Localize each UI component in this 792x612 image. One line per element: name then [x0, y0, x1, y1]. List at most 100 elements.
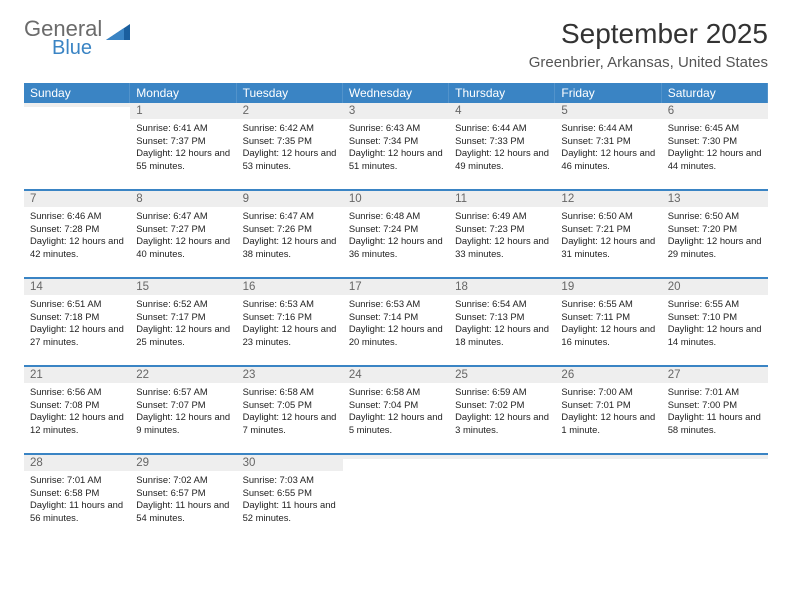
- day-number: 21: [24, 367, 130, 383]
- calendar-week: 28Sunrise: 7:01 AMSunset: 6:58 PMDayligh…: [24, 455, 768, 541]
- calendar-day: 9Sunrise: 6:47 AMSunset: 7:26 PMDaylight…: [237, 191, 343, 277]
- day-details: Sunrise: 6:57 AMSunset: 7:07 PMDaylight:…: [130, 383, 236, 441]
- calendar-day: 15Sunrise: 6:52 AMSunset: 7:17 PMDayligh…: [130, 279, 236, 365]
- calendar-day: 1Sunrise: 6:41 AMSunset: 7:37 PMDaylight…: [130, 103, 236, 189]
- day-number: 22: [130, 367, 236, 383]
- calendar-day: 12Sunrise: 6:50 AMSunset: 7:21 PMDayligh…: [555, 191, 661, 277]
- day-details: Sunrise: 6:51 AMSunset: 7:18 PMDaylight:…: [24, 295, 130, 353]
- day-number: 13: [662, 191, 768, 207]
- day-details: Sunrise: 6:55 AMSunset: 7:10 PMDaylight:…: [662, 295, 768, 353]
- day-details: Sunrise: 6:44 AMSunset: 7:31 PMDaylight:…: [555, 119, 661, 177]
- calendar-day: 7Sunrise: 6:46 AMSunset: 7:28 PMDaylight…: [24, 191, 130, 277]
- calendar-body: 1Sunrise: 6:41 AMSunset: 7:37 PMDaylight…: [24, 103, 768, 541]
- day-number: 16: [237, 279, 343, 295]
- dow-friday: Friday: [555, 83, 661, 103]
- day-number: 9: [237, 191, 343, 207]
- day-details: Sunrise: 6:55 AMSunset: 7:11 PMDaylight:…: [555, 295, 661, 353]
- calendar-day: 30Sunrise: 7:03 AMSunset: 6:55 PMDayligh…: [237, 455, 343, 541]
- calendar-day: 2Sunrise: 6:42 AMSunset: 7:35 PMDaylight…: [237, 103, 343, 189]
- calendar-day: 28Sunrise: 7:01 AMSunset: 6:58 PMDayligh…: [24, 455, 130, 541]
- calendar-day: [449, 455, 555, 541]
- day-number: 2: [237, 103, 343, 119]
- calendar-day: [555, 455, 661, 541]
- calendar-day: [24, 103, 130, 189]
- day-number: 26: [555, 367, 661, 383]
- calendar-day: 27Sunrise: 7:01 AMSunset: 7:00 PMDayligh…: [662, 367, 768, 453]
- calendar-day: 25Sunrise: 6:59 AMSunset: 7:02 PMDayligh…: [449, 367, 555, 453]
- day-details: Sunrise: 6:52 AMSunset: 7:17 PMDaylight:…: [130, 295, 236, 353]
- day-number: 23: [237, 367, 343, 383]
- day-details: Sunrise: 6:54 AMSunset: 7:13 PMDaylight:…: [449, 295, 555, 353]
- day-details: Sunrise: 6:47 AMSunset: 7:26 PMDaylight:…: [237, 207, 343, 265]
- day-details: Sunrise: 7:00 AMSunset: 7:01 PMDaylight:…: [555, 383, 661, 441]
- day-number: 18: [449, 279, 555, 295]
- day-details: Sunrise: 6:47 AMSunset: 7:27 PMDaylight:…: [130, 207, 236, 265]
- calendar-day: 13Sunrise: 6:50 AMSunset: 7:20 PMDayligh…: [662, 191, 768, 277]
- day-number: 29: [130, 455, 236, 471]
- calendar-day: 10Sunrise: 6:48 AMSunset: 7:24 PMDayligh…: [343, 191, 449, 277]
- day-number: 30: [237, 455, 343, 471]
- calendar: Sunday Monday Tuesday Wednesday Thursday…: [24, 83, 768, 541]
- day-number: 15: [130, 279, 236, 295]
- page-title: September 2025: [529, 18, 768, 50]
- title-block: September 2025 Greenbrier, Arkansas, Uni…: [529, 18, 768, 71]
- day-number: 5: [555, 103, 661, 119]
- dow-tuesday: Tuesday: [237, 83, 343, 103]
- day-details: Sunrise: 6:56 AMSunset: 7:08 PMDaylight:…: [24, 383, 130, 441]
- day-details: Sunrise: 6:44 AMSunset: 7:33 PMDaylight:…: [449, 119, 555, 177]
- calendar-day: 20Sunrise: 6:55 AMSunset: 7:10 PMDayligh…: [662, 279, 768, 365]
- day-details: Sunrise: 7:01 AMSunset: 6:58 PMDaylight:…: [24, 471, 130, 529]
- day-details: Sunrise: 6:42 AMSunset: 7:35 PMDaylight:…: [237, 119, 343, 177]
- calendar-week: 1Sunrise: 6:41 AMSunset: 7:37 PMDaylight…: [24, 103, 768, 191]
- day-number: 27: [662, 367, 768, 383]
- calendar-day: 23Sunrise: 6:58 AMSunset: 7:05 PMDayligh…: [237, 367, 343, 453]
- calendar-week: 21Sunrise: 6:56 AMSunset: 7:08 PMDayligh…: [24, 367, 768, 455]
- logo-word-blue: Blue: [52, 38, 102, 58]
- page-subtitle: Greenbrier, Arkansas, United States: [529, 54, 768, 71]
- calendar-week: 14Sunrise: 6:51 AMSunset: 7:18 PMDayligh…: [24, 279, 768, 367]
- calendar-day: 4Sunrise: 6:44 AMSunset: 7:33 PMDaylight…: [449, 103, 555, 189]
- calendar-day: 24Sunrise: 6:58 AMSunset: 7:04 PMDayligh…: [343, 367, 449, 453]
- day-details: Sunrise: 6:48 AMSunset: 7:24 PMDaylight:…: [343, 207, 449, 265]
- day-details: Sunrise: 6:59 AMSunset: 7:02 PMDaylight:…: [449, 383, 555, 441]
- dow-sunday: Sunday: [24, 83, 130, 103]
- logo-text: General Blue: [24, 18, 102, 58]
- calendar-day: 16Sunrise: 6:53 AMSunset: 7:16 PMDayligh…: [237, 279, 343, 365]
- day-number: 6: [662, 103, 768, 119]
- day-number: 19: [555, 279, 661, 295]
- dow-monday: Monday: [130, 83, 236, 103]
- calendar-day: 19Sunrise: 6:55 AMSunset: 7:11 PMDayligh…: [555, 279, 661, 365]
- day-details: Sunrise: 6:58 AMSunset: 7:04 PMDaylight:…: [343, 383, 449, 441]
- day-details: Sunrise: 6:49 AMSunset: 7:23 PMDaylight:…: [449, 207, 555, 265]
- day-number: 8: [130, 191, 236, 207]
- day-number: 1: [130, 103, 236, 119]
- calendar-day: 29Sunrise: 7:02 AMSunset: 6:57 PMDayligh…: [130, 455, 236, 541]
- logo-triangle-icon: [106, 22, 134, 49]
- day-details: Sunrise: 7:02 AMSunset: 6:57 PMDaylight:…: [130, 471, 236, 529]
- day-number: 28: [24, 455, 130, 471]
- day-number: 25: [449, 367, 555, 383]
- dow-thursday: Thursday: [449, 83, 555, 103]
- calendar-day: 21Sunrise: 6:56 AMSunset: 7:08 PMDayligh…: [24, 367, 130, 453]
- logo: General Blue: [24, 18, 134, 58]
- calendar-day: [662, 455, 768, 541]
- dow-header-row: Sunday Monday Tuesday Wednesday Thursday…: [24, 83, 768, 103]
- calendar-day: 11Sunrise: 6:49 AMSunset: 7:23 PMDayligh…: [449, 191, 555, 277]
- day-details: Sunrise: 6:53 AMSunset: 7:14 PMDaylight:…: [343, 295, 449, 353]
- day-number: 10: [343, 191, 449, 207]
- dow-wednesday: Wednesday: [343, 83, 449, 103]
- day-details: Sunrise: 6:50 AMSunset: 7:21 PMDaylight:…: [555, 207, 661, 265]
- calendar-day: 8Sunrise: 6:47 AMSunset: 7:27 PMDaylight…: [130, 191, 236, 277]
- calendar-day: [343, 455, 449, 541]
- day-number: 20: [662, 279, 768, 295]
- day-details: Sunrise: 6:50 AMSunset: 7:20 PMDaylight:…: [662, 207, 768, 265]
- day-details: Sunrise: 7:01 AMSunset: 7:00 PMDaylight:…: [662, 383, 768, 441]
- day-details: Sunrise: 6:58 AMSunset: 7:05 PMDaylight:…: [237, 383, 343, 441]
- day-number: 17: [343, 279, 449, 295]
- calendar-day: 17Sunrise: 6:53 AMSunset: 7:14 PMDayligh…: [343, 279, 449, 365]
- day-details: Sunrise: 6:45 AMSunset: 7:30 PMDaylight:…: [662, 119, 768, 177]
- header: General Blue September 2025 Greenbrier, …: [24, 18, 768, 71]
- day-details: Sunrise: 6:53 AMSunset: 7:16 PMDaylight:…: [237, 295, 343, 353]
- day-details: Sunrise: 6:43 AMSunset: 7:34 PMDaylight:…: [343, 119, 449, 177]
- dow-saturday: Saturday: [662, 83, 768, 103]
